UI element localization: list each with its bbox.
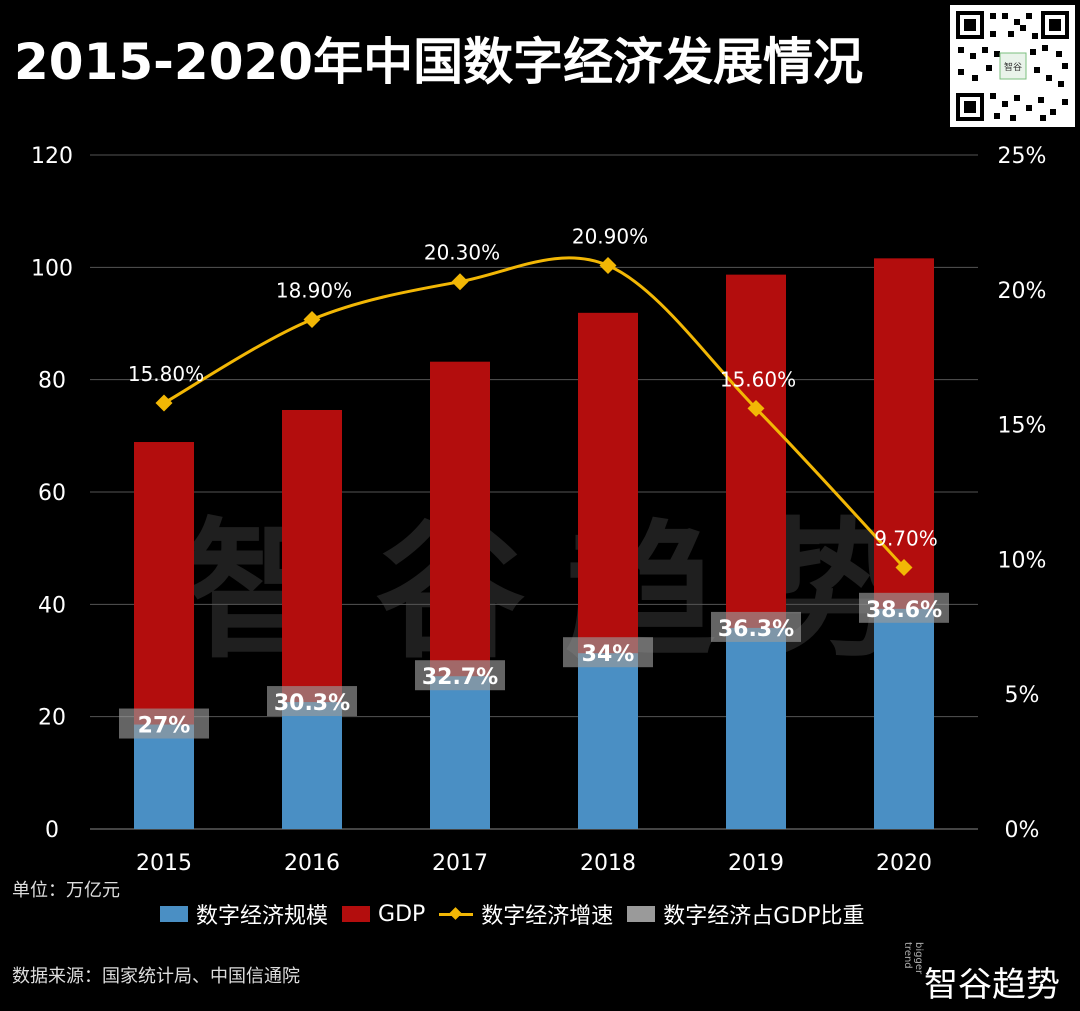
legend-swatch-growth bbox=[439, 906, 474, 922]
y-left-tick-label: 120 bbox=[31, 144, 73, 169]
x-tick-label: 2020 bbox=[876, 851, 932, 876]
x-tick-label: 2019 bbox=[728, 851, 784, 876]
x-tick-label: 2015 bbox=[136, 851, 192, 876]
y-right-tick-label: 25% bbox=[998, 144, 1047, 169]
x-tick-label: 2016 bbox=[284, 851, 340, 876]
y-right-tick-label: 10% bbox=[998, 548, 1047, 573]
qr-code: 智谷 bbox=[950, 5, 1075, 127]
share-label: 36.3% bbox=[718, 617, 794, 642]
brand-logo: bigger trend 智谷趋势 bbox=[902, 942, 1077, 1005]
x-tick-label: 2018 bbox=[580, 851, 636, 876]
share-label: 34% bbox=[582, 642, 635, 667]
growth-line bbox=[163, 256, 906, 569]
x-tick-label: 2017 bbox=[432, 851, 488, 876]
y-right-tick-label: 5% bbox=[1005, 683, 1040, 708]
growth-label: 20.90% bbox=[572, 225, 648, 249]
legend-label-share: 数字经济占GDP比重 bbox=[663, 904, 865, 929]
growth-marker bbox=[599, 257, 617, 275]
share-label-box bbox=[563, 637, 653, 668]
growth-marker bbox=[155, 394, 173, 412]
legend-swatch-digital bbox=[160, 906, 188, 922]
bar-digital-economy bbox=[134, 724, 194, 829]
chart-plot: 0 20 40 60 80 100 120 0% 5% 10% 15% 20% 25% 2015 2016 2… bbox=[31, 144, 1047, 876]
source-note: 数据来源：国家统计局、中国信通院 bbox=[12, 966, 300, 987]
growth-label: 20.30% bbox=[424, 241, 500, 265]
share-label-box bbox=[859, 592, 949, 623]
growth-marker bbox=[451, 273, 469, 291]
legend-label-gdp: GDP bbox=[378, 901, 426, 927]
bar-digital-economy bbox=[726, 627, 786, 829]
share-label-box bbox=[711, 611, 801, 642]
legend-item-share: 数字经济占GDP比重 bbox=[627, 898, 865, 930]
legend-label-digital: 数字经济规模 bbox=[196, 904, 329, 929]
share-label: 30.3% bbox=[274, 691, 350, 716]
y-right-tick-label: 15% bbox=[998, 414, 1047, 439]
growth-marker bbox=[747, 399, 765, 417]
unit-label: 单位：万亿元 bbox=[12, 880, 120, 901]
legend: 数字经济规模 GDP 数字经济增速 数字经济占GDP比重 bbox=[160, 898, 879, 930]
growth-marker bbox=[895, 559, 913, 576]
share-label-box bbox=[267, 686, 357, 717]
y-left-tick-label: 0 bbox=[45, 818, 59, 843]
y-left-tick-label: 80 bbox=[38, 369, 66, 394]
bar-digital-economy bbox=[578, 653, 638, 829]
legend-item-digital: 数字经济规模 bbox=[160, 898, 328, 930]
legend-item-growth: 数字经济增速 bbox=[439, 898, 613, 930]
growth-label: 18.90% bbox=[276, 278, 352, 302]
share-label-box bbox=[119, 708, 209, 739]
bar-digital-economy bbox=[282, 702, 342, 829]
legend-item-gdp: GDP bbox=[342, 902, 425, 927]
legend-swatch-gdp bbox=[342, 906, 371, 922]
y-right-tick-label: 20% bbox=[998, 279, 1047, 304]
y-left-tick-label: 20 bbox=[38, 706, 66, 731]
brand-name: 智谷趋势 bbox=[924, 965, 1060, 1005]
share-label: 32.7% bbox=[422, 665, 498, 690]
share-label: 38.6% bbox=[866, 598, 942, 623]
growth-label: 15.80% bbox=[128, 362, 204, 386]
bar-digital-economy bbox=[874, 608, 934, 829]
bar-digital-economy bbox=[430, 676, 490, 829]
share-label-box bbox=[415, 660, 505, 691]
share-label: 27% bbox=[138, 714, 191, 739]
y-left-tick-label: 100 bbox=[31, 256, 73, 281]
chart-title: 2015-2020年中国数字经济发展情况 bbox=[14, 33, 864, 91]
growth-label: 15.60% bbox=[720, 367, 796, 391]
y-left-tick-label: 60 bbox=[38, 481, 66, 506]
y-left-tick-label: 40 bbox=[38, 593, 66, 618]
legend-swatch-share bbox=[627, 906, 656, 922]
growth-marker bbox=[303, 310, 321, 328]
legend-label-growth: 数字经济增速 bbox=[481, 904, 614, 929]
brand-subtitle: bigger trend bbox=[902, 942, 924, 975]
svg-text:智谷: 智谷 bbox=[1004, 61, 1022, 73]
growth-label: 9.70% bbox=[874, 526, 938, 550]
y-right-tick-label: 0% bbox=[1005, 818, 1040, 843]
